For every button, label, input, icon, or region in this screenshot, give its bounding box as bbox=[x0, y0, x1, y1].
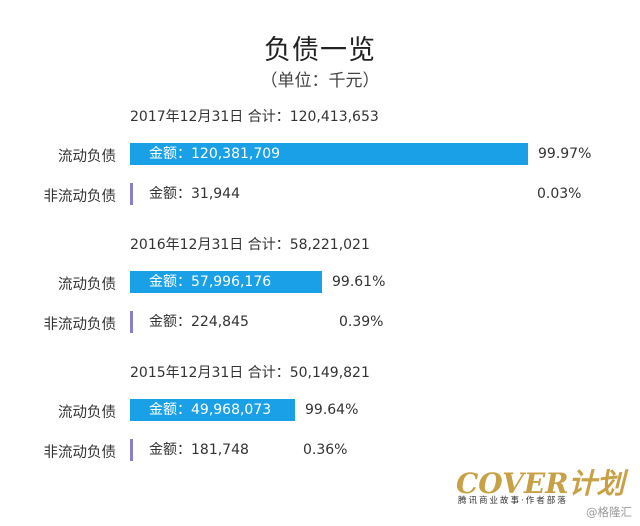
current-liability-bar bbox=[130, 143, 528, 165]
percent-label: 99.97% bbox=[538, 146, 592, 162]
group-header: 2015年12月31日 合计：50,149,821 bbox=[130, 365, 370, 381]
row-label: 非流动负债 bbox=[43, 317, 117, 333]
logo-sub-text: 腾讯商业故事·作者部落 bbox=[458, 496, 568, 506]
current-liability-bar bbox=[130, 399, 295, 421]
noncurrent-liability-bar bbox=[130, 311, 133, 333]
group-header: 2016年12月31日 合计：58,221,021 bbox=[130, 237, 370, 253]
percent-label: 0.39% bbox=[339, 314, 384, 330]
row-label: 流动负债 bbox=[58, 405, 116, 421]
amount-label: 金额：31,944 bbox=[149, 186, 240, 202]
percent-label: 99.64% bbox=[305, 402, 359, 418]
percent-label: 0.03% bbox=[537, 186, 582, 202]
current-liability-bar bbox=[130, 271, 322, 293]
page-title: 负债一览 bbox=[264, 35, 376, 66]
unit-subtitle: （单位：千元） bbox=[260, 71, 380, 91]
amount-label: 金额：224,845 bbox=[149, 314, 249, 330]
amount-label: 金额：49,968,073 bbox=[149, 402, 272, 418]
row-label: 非流动负债 bbox=[43, 445, 117, 461]
amount-label: 金额：57,996,176 bbox=[149, 274, 272, 290]
noncurrent-liability-bar bbox=[130, 183, 133, 205]
logo-main-text: COVER计划 bbox=[456, 467, 625, 500]
amount-label: 金额：120,381,709 bbox=[149, 146, 281, 162]
row-label: 流动负债 bbox=[58, 277, 116, 293]
percent-label: 99.61% bbox=[332, 274, 386, 290]
group-header: 2017年12月31日 合计：120,413,653 bbox=[130, 109, 379, 125]
noncurrent-liability-bar bbox=[130, 439, 133, 461]
percent-label: 0.36% bbox=[303, 442, 348, 458]
watermark: @格隆汇 bbox=[586, 505, 632, 519]
amount-label: 金额：181,748 bbox=[149, 442, 249, 458]
cover-logo: COVER计划 腾讯商业故事·作者部落 bbox=[456, 462, 625, 506]
row-label: 非流动负债 bbox=[43, 189, 117, 205]
row-label: 流动负债 bbox=[58, 149, 116, 165]
